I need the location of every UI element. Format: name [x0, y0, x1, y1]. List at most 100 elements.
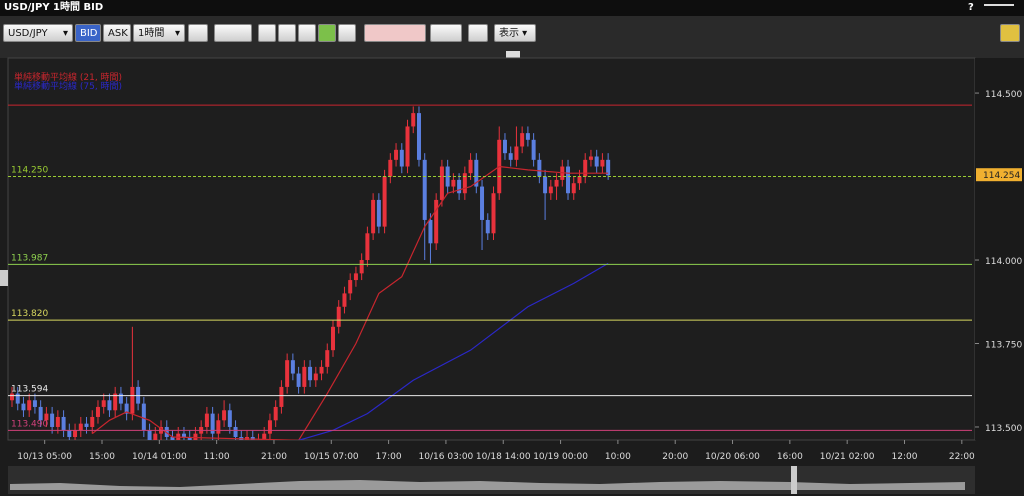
tool-button[interactable]	[468, 24, 488, 42]
candle-body	[588, 156, 593, 160]
tool-button[interactable]	[298, 24, 316, 42]
zoom-out[interactable]	[278, 24, 296, 42]
navigator-handle[interactable]	[791, 466, 797, 494]
candle-body	[308, 366, 313, 381]
candle-body	[67, 430, 72, 437]
tool-button[interactable]	[188, 24, 208, 42]
candle-body	[147, 430, 152, 440]
candle-body	[583, 159, 588, 177]
plot-area	[7, 57, 976, 441]
candle-body	[222, 410, 227, 421]
candle-body	[73, 430, 78, 437]
level-label: 113.490	[11, 419, 48, 429]
candle-body	[61, 416, 66, 431]
candle-body	[434, 199, 439, 244]
x-tick-label: 20:00	[662, 452, 688, 462]
candle-body	[342, 293, 347, 307]
candle-body	[571, 183, 576, 194]
y-tick-label: 114.500	[985, 90, 1022, 100]
x-tick-label: 10/18 14:00	[476, 452, 531, 462]
candle-body	[44, 413, 49, 421]
x-tick-label: 10/16 03:00	[419, 452, 474, 462]
candle-body	[10, 393, 14, 401]
level-label: 113.820	[11, 309, 48, 319]
x-tick-label: 12:00	[892, 452, 918, 462]
candle-body	[273, 406, 278, 421]
interval-select[interactable]: 1時間 ▾	[133, 24, 185, 42]
candle-body	[302, 366, 307, 387]
candle-body	[78, 423, 83, 431]
x-tick-label: 10/20 06:00	[705, 452, 760, 462]
candle-body	[376, 199, 381, 227]
candle-body	[514, 146, 519, 160]
x-tick-label: 10/21 02:00	[820, 452, 875, 462]
candle-body	[480, 186, 485, 220]
symbol: USD/JPY	[8, 28, 48, 39]
candle-body	[84, 423, 89, 427]
side-handle[interactable]	[0, 270, 8, 286]
chart-type-button[interactable]	[214, 24, 252, 42]
collapse-handle[interactable]	[506, 51, 520, 58]
candle-body	[21, 403, 26, 411]
candle-body	[502, 139, 507, 154]
candle-body	[141, 403, 146, 431]
zoom-in[interactable]	[258, 24, 276, 42]
candle-body	[319, 366, 324, 374]
candle-body	[107, 400, 112, 411]
candle-body	[451, 179, 456, 187]
candle-body	[468, 159, 473, 174]
candle-body	[130, 386, 135, 414]
candle-body	[101, 400, 106, 407]
settings-button[interactable]	[1000, 24, 1020, 42]
tool-button[interactable]	[318, 24, 336, 42]
candle-body	[170, 436, 175, 440]
candle-body	[250, 436, 255, 440]
candle-body	[548, 186, 553, 194]
window-controls[interactable]	[984, 4, 1014, 14]
plot-content	[10, 106, 611, 440]
candle-body	[279, 386, 284, 407]
price-tag	[976, 168, 1022, 182]
pen-button[interactable]	[430, 24, 462, 42]
candle-body	[485, 219, 490, 234]
candle-body	[543, 176, 548, 194]
draw-tools[interactable]	[364, 24, 426, 42]
tool-button[interactable]	[338, 24, 356, 42]
candle-body	[113, 393, 118, 411]
candle-body	[462, 173, 467, 194]
candle-body	[27, 400, 32, 411]
x-tick-label: 16:00	[777, 452, 803, 462]
level-label: 114.250	[11, 166, 48, 176]
candle-body	[90, 416, 95, 427]
candle-body	[508, 153, 513, 160]
window-title: USD/JPY 1時間 BID	[4, 2, 104, 13]
candle-body	[124, 403, 129, 414]
candle-body	[457, 179, 462, 194]
ask-button[interactable]: ASK	[103, 24, 131, 42]
candle-body	[416, 113, 421, 160]
x-tick-label: 17:00	[376, 452, 402, 462]
x-tick-label: 10:00	[605, 452, 631, 462]
level-label: 113.987	[11, 253, 48, 263]
candle-body	[233, 426, 238, 437]
candle-body	[15, 393, 20, 404]
legend-entry: 単純移動平均線 (21, 時間)	[14, 71, 122, 83]
x-tick-label: 10/15 07:00	[304, 452, 359, 462]
legend-entry: 単純移動平均線 (75, 時間)	[14, 80, 122, 92]
candle-body	[336, 306, 341, 327]
candle-body	[439, 166, 444, 200]
navigator-area	[10, 480, 965, 490]
bid-button[interactable]: BID	[75, 24, 101, 42]
display-button[interactable]: 表示 ▾	[494, 24, 536, 42]
level-label: 113.594	[11, 385, 48, 395]
candle-body	[216, 420, 221, 434]
candle-body	[371, 199, 376, 234]
candle-body	[290, 360, 295, 374]
symbol-select[interactable]: USD/JPY ▾	[3, 24, 73, 42]
candle-body	[405, 126, 410, 167]
candle-body	[365, 233, 370, 261]
help-button[interactable]: ?	[968, 2, 974, 13]
x-tick-label: 10/13 05:00	[17, 452, 72, 462]
candle-body	[491, 193, 496, 234]
y-tick-label: 113.750	[985, 340, 1022, 350]
